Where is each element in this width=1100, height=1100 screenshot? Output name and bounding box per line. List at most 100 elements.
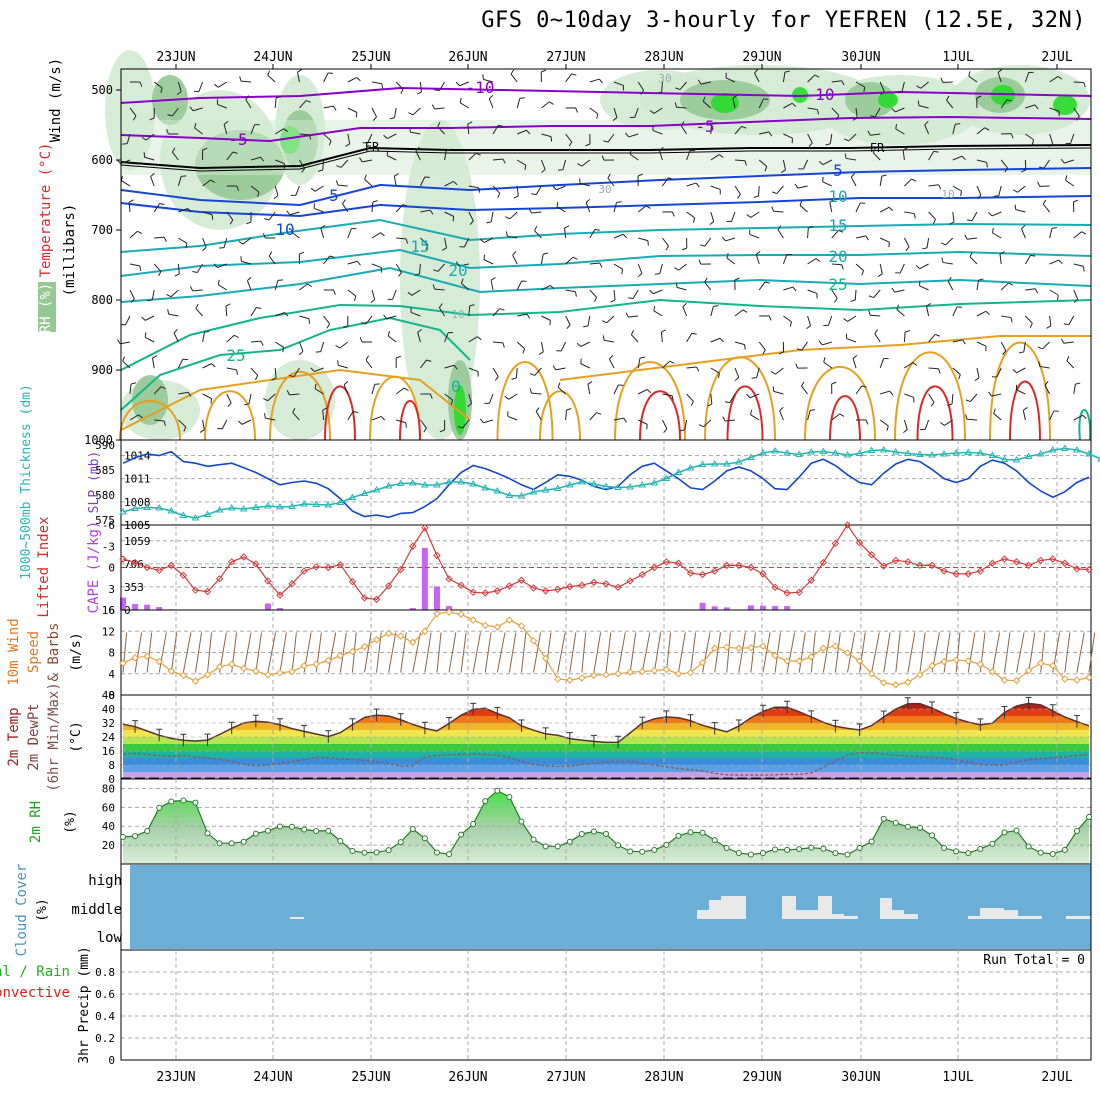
day-label-top: 2JUL: [1041, 50, 1072, 65]
li-marker: [131, 558, 139, 567]
wind-barb: [223, 237, 228, 248]
wind10-barb: [847, 632, 856, 673]
wind-barb: [420, 237, 429, 246]
precip-tick-label: 0.8: [95, 966, 115, 979]
wind-barb: [904, 178, 912, 187]
wind-barb-flag: [320, 224, 326, 229]
wind-barb: [274, 97, 277, 109]
wind-barb-flag: [903, 429, 908, 434]
cape-bar: [120, 597, 126, 610]
wind-barb: [508, 393, 518, 400]
thickness-marker: [928, 451, 936, 458]
wind-barb-flag: [1073, 199, 1079, 203]
wind-barb-flag: [777, 225, 782, 230]
wind-barb-flag: [587, 381, 593, 385]
wind-barb: [564, 228, 567, 239]
wind10-barb: [1064, 632, 1071, 673]
wind-barb-flag: [310, 187, 316, 192]
li-marker: [1073, 565, 1081, 573]
wind-barb-flag: [726, 253, 729, 259]
wind-barb-flag: [192, 271, 198, 273]
wind-barb: [710, 337, 721, 343]
precip-tick-label: 0: [108, 1054, 115, 1067]
li-marker: [481, 589, 489, 597]
thickness-marker: [819, 447, 828, 454]
wind-barb: [540, 159, 546, 170]
cape-bar: [264, 603, 271, 610]
pressure-tick-label: 1000: [84, 433, 113, 447]
wind-barb: [952, 339, 963, 343]
wind-barb-flag: [986, 162, 988, 168]
wind-barb-flag: [1034, 104, 1039, 110]
wind10-barb: [907, 632, 916, 673]
wind-barb: [291, 231, 300, 239]
wind-barb: [894, 107, 905, 113]
wind-barb: [1016, 389, 1026, 395]
wind-barb: [531, 211, 542, 214]
wind-barb-flag: [1044, 381, 1049, 386]
wind-barb-flag: [744, 344, 746, 350]
wind-barb: [226, 367, 237, 371]
wind-speed-marker: [131, 654, 139, 662]
wind-barb-flag: [585, 198, 591, 204]
rh-marker: [228, 840, 235, 847]
wind-speed-marker: [481, 621, 489, 630]
li-marker: [119, 555, 127, 563]
dewpoint-line: [122, 752, 1090, 776]
contour-label: -5: [695, 117, 714, 136]
li-tick-label: 3: [108, 583, 115, 596]
wind-barb: [178, 207, 188, 213]
wind-barb-flag: [610, 299, 616, 303]
wind-barb-flag: [332, 105, 337, 111]
wind-barb: [807, 133, 813, 144]
wind-barb-flag: [147, 299, 153, 302]
rh-marker: [373, 849, 380, 856]
wind-barb: [171, 151, 179, 161]
wind-barb: [565, 315, 571, 326]
li-marker: [735, 561, 743, 570]
wind-barb: [1000, 282, 1009, 291]
wind-barb: [946, 99, 954, 109]
wind-barb: [1064, 159, 1074, 164]
wind-barb: [490, 280, 494, 291]
wind-barb-flag: [988, 391, 992, 397]
contour-label: 0: [451, 377, 461, 396]
day-label-bottom: 25JUN: [351, 1070, 390, 1085]
wind-barb-flag: [699, 244, 706, 247]
wind-barb: [173, 332, 179, 343]
wind-barb-flag: [387, 331, 391, 337]
pressure-tick-label: 900: [91, 363, 113, 377]
wind-barb-flag: [260, 340, 264, 346]
wind-barb-flag: [1038, 361, 1041, 367]
wind-barb: [347, 228, 352, 239]
cloud-block: [1004, 910, 1018, 919]
wind-barb: [684, 419, 688, 430]
wind-barb-flag: [926, 303, 931, 307]
wind-barb: [226, 393, 232, 404]
wind-barb-flag: [818, 161, 824, 166]
wind-barb: [1015, 209, 1026, 213]
wind-barb-flag: [402, 204, 408, 207]
wind-barb-flag: [781, 169, 786, 173]
wind-barb-flag: [799, 200, 803, 206]
contour-label: -10: [806, 85, 835, 104]
temp-band: [123, 730, 1089, 737]
precip-tick-label: 0.6: [95, 988, 115, 1001]
temp-tick-label: 48: [102, 689, 115, 702]
rh-marker: [240, 838, 247, 845]
wind-barb: [1043, 159, 1051, 169]
wind-barb: [347, 107, 358, 113]
wind-barb-flag: [372, 116, 377, 121]
temp-tick-label: 24: [102, 731, 116, 744]
rh-marker: [1049, 850, 1056, 857]
wind-barb: [144, 315, 155, 321]
upper-ylabel-temp: Temperature (°C): [38, 143, 54, 278]
wind-barb-flag: [502, 158, 506, 164]
wind-barb-flag: [202, 147, 208, 151]
wind-barb-flag: [646, 389, 652, 394]
wind-barb: [129, 289, 135, 300]
wind-barb: [807, 410, 811, 421]
wind-barb-flag: [236, 369, 238, 375]
wind-barb: [999, 254, 1002, 265]
wind-speed-marker: [686, 668, 695, 677]
